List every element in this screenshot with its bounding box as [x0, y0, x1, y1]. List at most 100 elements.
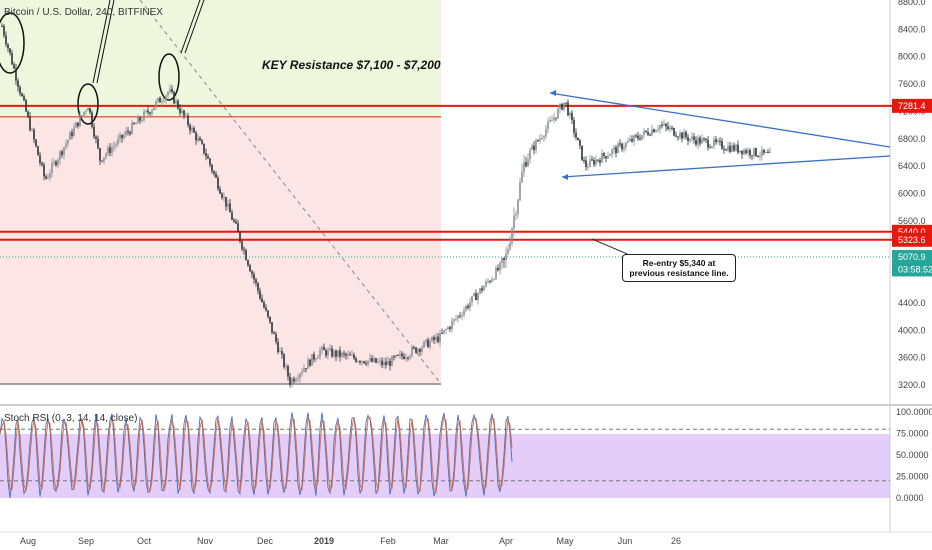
candle-body [605, 156, 607, 159]
candle-body [751, 155, 753, 157]
candle-body [321, 346, 323, 351]
candle-body [381, 360, 383, 366]
time-label: 26 [671, 536, 681, 546]
price-tick-label: 8000.0 [898, 52, 926, 62]
candle-body [633, 135, 635, 142]
candle-body [143, 111, 145, 121]
candle-body [63, 147, 65, 155]
candle-body [743, 150, 745, 155]
candle-body [277, 341, 279, 353]
candle-body [755, 147, 757, 156]
candle-body [573, 119, 575, 133]
candle-body [369, 358, 371, 361]
candle-body [409, 355, 411, 358]
candle-body [669, 127, 671, 130]
candle-body [309, 359, 311, 366]
candle-body [261, 298, 263, 303]
candle-body [741, 150, 743, 155]
candle-body [695, 139, 697, 145]
candle-body [133, 122, 135, 124]
time-label-year: 2019 [314, 536, 334, 546]
candle-body [441, 333, 443, 335]
candle-body [655, 130, 657, 133]
candle-body [83, 111, 85, 116]
candle-body [439, 333, 441, 342]
candle-body [313, 354, 315, 360]
candle-body [491, 279, 493, 282]
candle-body [275, 333, 277, 342]
bull-zone-bg [0, 0, 441, 119]
candle-body [723, 148, 725, 150]
candle-body [207, 156, 209, 159]
time-label: May [556, 536, 574, 546]
price-tick-label: 5600.0 [898, 216, 926, 226]
candle-body [13, 64, 15, 69]
candle-body [555, 117, 557, 119]
price-tag-bg [892, 250, 932, 265]
candle-body [417, 349, 419, 353]
key-resistance-annotation: KEY Resistance $7,100 - $7,200 [262, 58, 441, 72]
candle-body [25, 100, 27, 112]
candle-body [569, 112, 571, 116]
candle-body [661, 124, 663, 126]
candle-body [613, 147, 615, 150]
candle-body [649, 134, 651, 136]
candle-body [165, 95, 167, 101]
candle-body [587, 166, 589, 168]
candle-body [5, 35, 7, 45]
candle-body [549, 120, 551, 122]
price-tick-label: 7600.0 [898, 79, 926, 89]
candle-body [119, 134, 121, 139]
candle-body [1, 25, 3, 27]
candle-body [209, 158, 211, 165]
candle-body [585, 160, 587, 168]
candle-body [343, 352, 345, 354]
candle-body [129, 132, 131, 134]
candle-body [563, 102, 565, 110]
candle-body [745, 150, 747, 154]
candle-body [561, 103, 563, 110]
candle-body [33, 129, 35, 140]
candle-body [349, 354, 351, 356]
candle-body [367, 360, 369, 365]
candle-body [21, 93, 23, 97]
time-label: Nov [197, 536, 214, 546]
candle-body [103, 157, 105, 162]
candle-body [609, 154, 611, 157]
candle-body [69, 132, 71, 140]
candle-body [271, 322, 273, 333]
candle-body [173, 91, 175, 104]
candle-body [735, 144, 737, 151]
candle-body [565, 102, 567, 104]
candle-body [91, 112, 93, 127]
candle-body [421, 347, 423, 352]
price-tick-label: 3600.0 [898, 353, 926, 363]
candle-body [637, 135, 639, 139]
candle-body [65, 143, 67, 148]
candle-body [235, 221, 237, 224]
candle-body [465, 305, 467, 311]
candle-body [527, 159, 529, 167]
candle-body [725, 149, 727, 151]
price-tick-label: 8400.0 [898, 24, 926, 34]
candle-body [707, 139, 709, 148]
candle-body [171, 88, 173, 92]
candle-body [663, 123, 665, 126]
candle-body [461, 315, 463, 317]
candle-body [219, 188, 221, 194]
candle-body [203, 143, 205, 154]
candle-body [543, 136, 545, 139]
candle-body [541, 138, 543, 140]
candle-body [429, 341, 431, 348]
candle-body [111, 147, 113, 154]
candle-body [767, 151, 769, 153]
candle-body [199, 138, 201, 141]
candle-body [105, 153, 107, 158]
candle-body [297, 378, 299, 380]
stoch-tick-label: 25.0000 [896, 472, 929, 482]
candle-body [85, 110, 87, 112]
candle-body [737, 144, 739, 153]
candle-body [247, 260, 249, 266]
candle-body [499, 263, 501, 271]
